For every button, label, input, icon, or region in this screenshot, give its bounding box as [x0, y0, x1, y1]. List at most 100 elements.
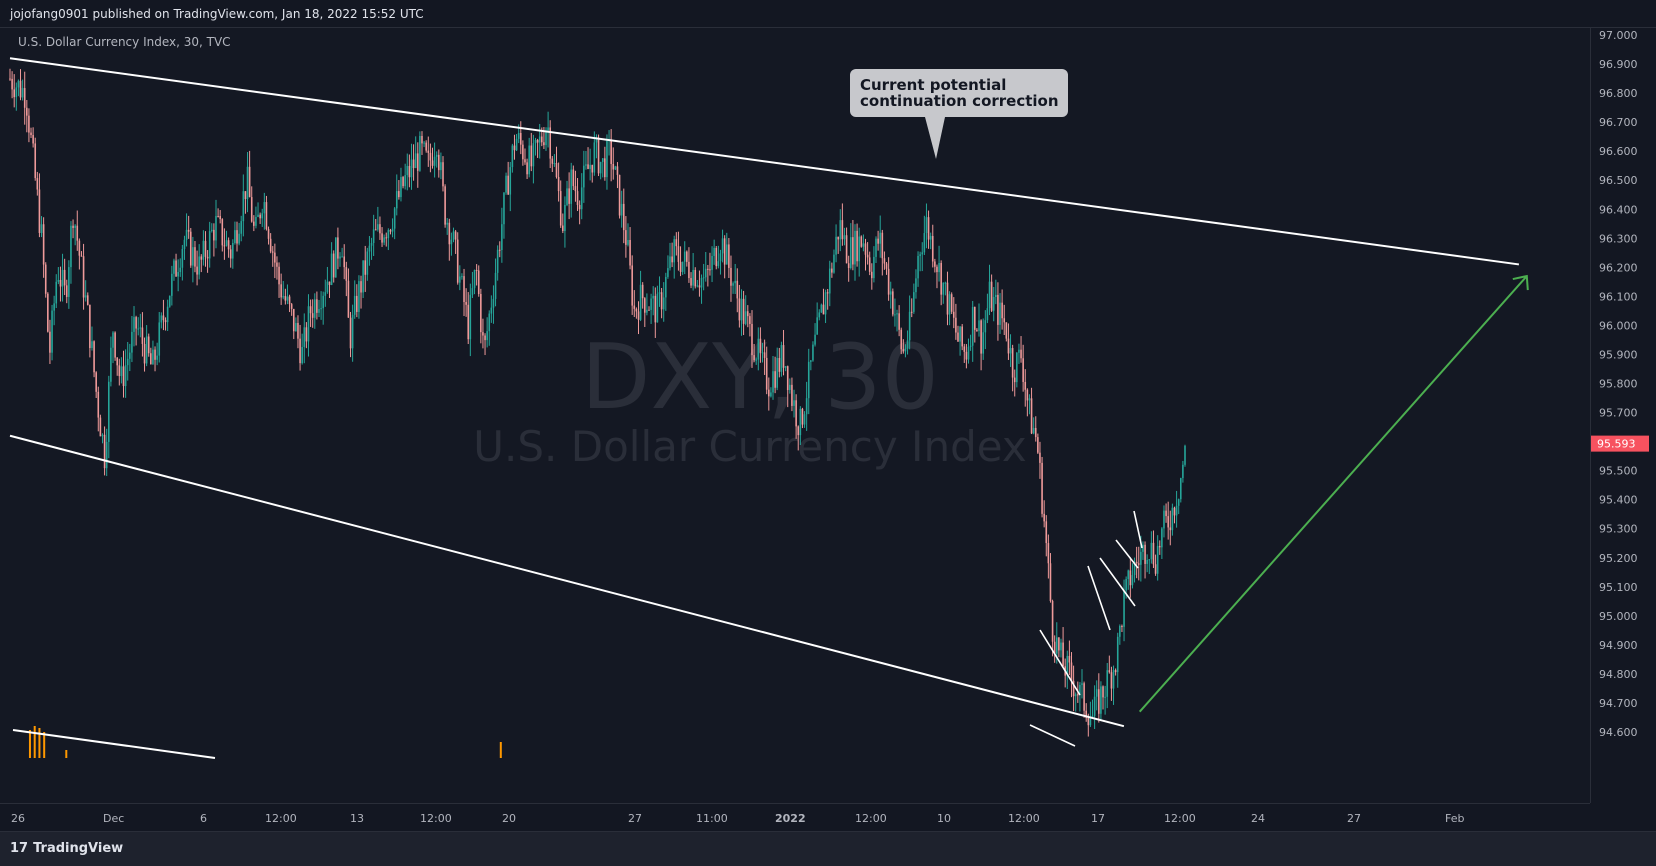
candle-body: [1125, 579, 1127, 591]
price-tick-label: 94.600: [1599, 726, 1638, 739]
candle-body: [425, 142, 427, 151]
candle-body: [679, 261, 682, 272]
symbol-label: U.S. Dollar Currency Index, 30, TVC: [18, 35, 231, 49]
candle-body: [213, 229, 215, 241]
candle-body: [646, 309, 648, 313]
candle-body: [171, 273, 173, 296]
candle-body: [1146, 559, 1148, 564]
candle-body: [711, 255, 713, 270]
candle-body: [1051, 601, 1054, 642]
candle-body: [202, 240, 205, 260]
candle-body: [30, 132, 32, 136]
candle-body: [206, 256, 209, 259]
candle-body: [702, 277, 705, 279]
candle-body: [532, 143, 535, 167]
candle-body: [276, 262, 278, 267]
candle-body: [1043, 513, 1045, 522]
candle-body: [112, 332, 114, 348]
price-tick-label: 96.500: [1599, 174, 1638, 187]
candle-body: [1158, 545, 1161, 548]
candle-body: [261, 213, 264, 219]
candle-body: [990, 281, 993, 311]
time-axis[interactable]: 26 Dec 6 12:00 13 12:00 20 27 11:00 2022 12:00 10 12…: [0, 803, 1590, 832]
last-price-label: 95.593: [1597, 438, 1636, 451]
candle-body: [288, 296, 291, 305]
candle-body: [372, 229, 375, 243]
candle-body: [858, 236, 860, 262]
candle-body: [480, 294, 482, 333]
candle-body: [374, 229, 377, 231]
candle-body: [406, 165, 409, 176]
candle-body: [667, 268, 669, 277]
candle-body: [282, 296, 285, 298]
candle-body: [1123, 590, 1125, 627]
candle-body: [553, 163, 556, 165]
candle-body: [610, 139, 612, 165]
candle-body: [862, 243, 865, 247]
candle-body: [238, 233, 240, 244]
time-tick-label: 27: [628, 812, 642, 825]
tradingview-logo[interactable]: 17 TradingView: [10, 841, 123, 856]
candle-body: [728, 244, 730, 268]
candle-body: [198, 256, 200, 275]
chart-pane[interactable]: DXY, 30 U.S. Dollar Currency Index Curre…: [0, 28, 1590, 803]
candle-body: [721, 238, 724, 254]
candle-body: [236, 230, 238, 244]
candle-body: [51, 310, 53, 353]
candle-body: [801, 408, 804, 425]
candle-body: [1177, 499, 1180, 506]
candle-body: [507, 175, 509, 195]
candle-body: [1079, 684, 1081, 696]
candle-body: [366, 251, 369, 275]
candle-body: [160, 315, 163, 323]
candle-body: [770, 392, 772, 397]
candle-body: [545, 130, 547, 146]
candle-body: [618, 174, 621, 216]
candle-body: [967, 346, 970, 360]
callout[interactable]: Current potential continuation correctio…: [850, 69, 1068, 159]
candle-body: [906, 340, 909, 349]
callout-box[interactable]: [850, 69, 1068, 117]
candle-body: [1047, 543, 1050, 564]
candle-body: [442, 162, 444, 187]
candle-body: [662, 297, 665, 310]
candle-body: [524, 159, 526, 163]
candle-body: [404, 175, 406, 187]
time-tick-label: 20: [502, 812, 516, 825]
time-tick-label: 26: [11, 812, 25, 825]
time-tick-label: 24: [1251, 812, 1265, 825]
candle-body: [639, 284, 642, 320]
candle-body: [686, 251, 688, 262]
candle-body: [860, 236, 863, 247]
candle-body: [1003, 318, 1006, 323]
candle-body: [755, 359, 757, 361]
candle-body: [284, 296, 287, 301]
publisher-bar: jojofang0901 published on TradingView.co…: [0, 0, 1656, 28]
candle-body: [330, 253, 333, 285]
candle-body: [316, 299, 318, 313]
candle-body: [654, 295, 657, 323]
candle-body: [650, 298, 652, 310]
candle-body: [999, 302, 1001, 325]
candle-body: [398, 191, 400, 198]
candle-body: [143, 343, 146, 364]
candle-body: [828, 268, 831, 294]
candle-body: [551, 158, 554, 164]
candle-body: [866, 254, 869, 258]
candle-body: [641, 284, 644, 299]
candle-body: [1062, 642, 1064, 667]
flag-line: [1099, 557, 1136, 607]
candle-body: [383, 237, 385, 243]
price-axis[interactable]: 97.000 96.900 96.800 96.700 96.600 96.500 96.4…: [1590, 28, 1656, 803]
callout-line1: Current potential: [860, 76, 1006, 94]
lower-channel-line: [9, 434, 1125, 728]
candle-body: [1165, 510, 1167, 517]
candle-body: [349, 317, 352, 349]
candle-body: [345, 267, 348, 281]
time-tick-label: 27: [1347, 812, 1361, 825]
candle-body: [229, 249, 232, 259]
candle-body: [326, 281, 329, 293]
candle-body: [448, 222, 451, 245]
candle-body: [803, 414, 806, 425]
candle-body: [759, 338, 762, 353]
